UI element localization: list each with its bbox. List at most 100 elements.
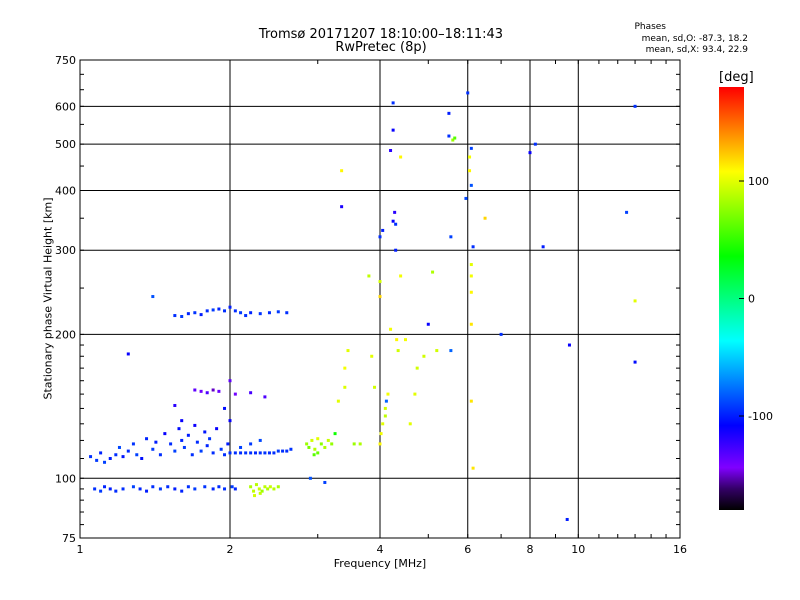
data-point [426, 322, 430, 326]
data-point [469, 183, 473, 187]
data-point [182, 445, 186, 449]
chart-title-line1: Tromsø 20171207 18:10:00–18:11:43 [258, 27, 504, 42]
data-point [285, 449, 289, 453]
data-point [471, 466, 475, 470]
data-point [121, 487, 125, 491]
data-point [233, 487, 237, 491]
data-point [249, 451, 253, 455]
data-point [217, 485, 221, 489]
data-point [408, 422, 412, 426]
data-point [126, 449, 130, 453]
data-point [258, 491, 262, 495]
data-point [257, 487, 261, 491]
data-point [203, 430, 207, 434]
data-point [469, 322, 473, 326]
data-point [268, 485, 272, 489]
data-point [228, 451, 232, 455]
data-point [565, 517, 569, 521]
data-point [373, 385, 377, 389]
data-point [263, 451, 267, 455]
colorbar-tick-label: 0 [748, 293, 755, 306]
data-point [633, 360, 637, 364]
data-point [228, 305, 232, 309]
data-point [422, 354, 426, 358]
data-point [199, 389, 203, 393]
data-point [230, 485, 234, 489]
data-point [258, 451, 262, 455]
data-point [258, 312, 262, 316]
data-point [468, 155, 472, 159]
data-point [215, 427, 219, 431]
data-point [223, 309, 227, 313]
data-point [93, 487, 97, 491]
colorbar-tick-label: 100 [748, 175, 769, 188]
data-point [389, 327, 393, 331]
data-point [195, 440, 199, 444]
data-point [121, 455, 125, 459]
data-point [541, 245, 545, 249]
data-point [367, 274, 371, 278]
data-point [252, 489, 256, 493]
data-point [370, 354, 374, 358]
data-point [625, 210, 629, 214]
data-point [205, 444, 209, 448]
data-point [233, 451, 237, 455]
data-point [319, 442, 323, 446]
data-point [378, 295, 382, 299]
data-point [126, 352, 130, 356]
data-point [239, 451, 243, 455]
data-point [483, 216, 487, 220]
data-point [289, 447, 293, 451]
data-point [138, 487, 142, 491]
data-point [211, 308, 215, 312]
y-tick-label: 200 [55, 328, 76, 341]
data-point [395, 338, 399, 342]
data-point [173, 403, 177, 407]
data-point [158, 453, 162, 457]
data-point [263, 485, 267, 489]
x-tick-label: 6 [464, 543, 471, 556]
y-tick-label: 400 [55, 184, 76, 197]
data-point [447, 134, 451, 138]
data-point [145, 489, 149, 493]
data-point [103, 460, 107, 464]
data-point [223, 406, 227, 410]
data-point [249, 311, 253, 315]
data-point [114, 489, 118, 493]
data-point [449, 349, 453, 353]
data-point [186, 312, 190, 316]
data-point [253, 494, 257, 498]
data-point [223, 487, 227, 491]
data-point [173, 487, 177, 491]
data-point [89, 455, 93, 459]
data-point [399, 155, 403, 159]
data-point [396, 349, 400, 353]
phases-mean-sd-x: mean, sd,X: 93.4, 22.9 [645, 45, 748, 55]
data-point [258, 438, 262, 442]
data-point [114, 453, 118, 457]
data-point [173, 449, 177, 453]
y-axis-label: Stationary phase Virtual Height [km] [41, 197, 55, 400]
y-tick-label: 600 [55, 100, 76, 113]
data-point [469, 146, 473, 150]
x-tick-label: 1 [77, 543, 84, 556]
data-point [340, 205, 344, 209]
data-point [453, 136, 457, 140]
data-point [330, 442, 334, 446]
data-point [263, 395, 267, 399]
data-point [378, 280, 382, 284]
data-point [466, 91, 470, 95]
data-point [431, 270, 435, 274]
data-point [499, 332, 503, 336]
data-point [469, 263, 473, 267]
data-point [447, 111, 451, 115]
data-point [316, 437, 320, 441]
y-tick-label: 750 [55, 54, 76, 67]
data-point [276, 449, 280, 453]
data-point [358, 442, 362, 446]
data-point [323, 445, 327, 449]
data-point [386, 392, 390, 396]
data-point [393, 210, 397, 214]
data-point [307, 445, 311, 449]
